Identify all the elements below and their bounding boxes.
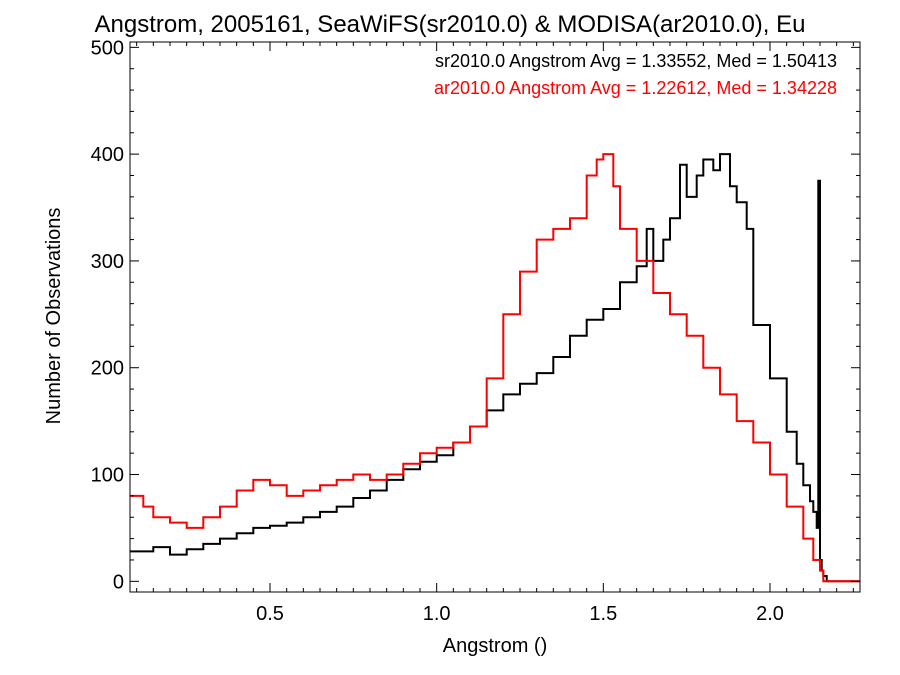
y-tick-label: 400 — [91, 144, 124, 166]
y-tick-label: 0 — [113, 571, 124, 593]
x-tick-label: 1.5 — [589, 603, 617, 625]
ticks-layer: 0.5 1.0 1.5 2.0 0 100 200 300 400 500 — [91, 37, 860, 625]
x-tick-label: 1.0 — [423, 603, 451, 625]
chart-title: Angstrom, 2005161, SeaWiFS(sr2010.0) & M… — [95, 11, 806, 38]
legend-annotation-ar: ar2010.0 Angstrom Avg = 1.22612, Med = 1… — [434, 78, 837, 98]
y-tick-label: 100 — [91, 465, 124, 487]
y-axis-label: Number of Observations — [43, 208, 65, 425]
series-line-1 — [130, 153, 860, 583]
series-layer — [130, 153, 860, 583]
y-tick-label: 500 — [91, 37, 124, 59]
plot-area — [129, 41, 861, 593]
legend-annotation-sr: sr2010.0 Angstrom Avg = 1.33552, Med = 1… — [435, 51, 837, 71]
x-tick-label: 2.0 — [756, 603, 784, 625]
y-tick-label: 300 — [91, 251, 124, 273]
plot-frame — [129, 41, 861, 593]
x-tick-label: 0.5 — [256, 603, 284, 625]
labels-layer: Angstrom, 2005161, SeaWiFS(sr2010.0) & M… — [43, 11, 837, 657]
x-axis-label: Angstrom () — [443, 635, 547, 657]
y-tick-label: 200 — [91, 358, 124, 380]
series-line-0 — [130, 153, 860, 583]
